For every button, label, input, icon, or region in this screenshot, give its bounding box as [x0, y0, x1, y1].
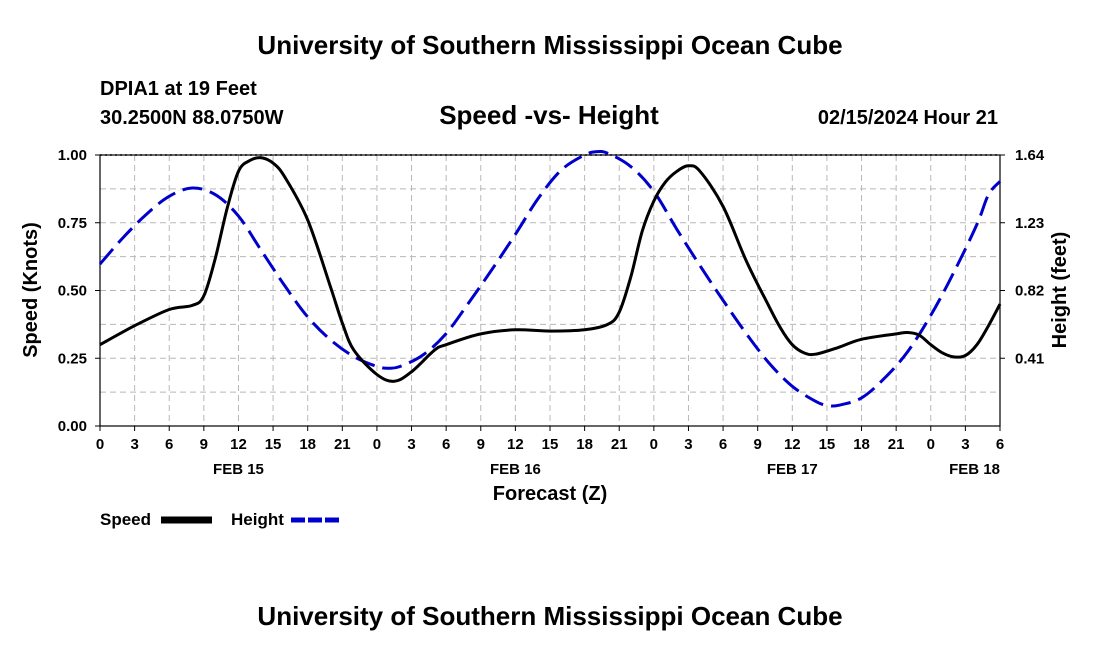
- x-tick-label: 12: [784, 436, 801, 453]
- x-axis-ticks: 0 3 6 9 12 15 18 21 0 3 6 9 12 15 18 21 0 3 6 9 12 15 18 21 0 3 6: [96, 426, 1004, 453]
- x-axis-label: Forecast (Z): [493, 483, 607, 505]
- footer-title: University of Southern Mississippi Ocean…: [257, 601, 842, 631]
- x-tick-label: 3: [407, 436, 415, 453]
- x-tick-label: 18: [576, 436, 593, 453]
- main-title: University of Southern Mississippi Ocean…: [257, 30, 842, 60]
- date-label: FEB 15: [213, 461, 264, 478]
- x-tick-label: 3: [961, 436, 969, 453]
- x-tick-label: 21: [888, 436, 905, 453]
- x-tick-label: 18: [853, 436, 870, 453]
- y2-tick-label: 0.82: [1015, 283, 1044, 300]
- y2-tick-label: 1.64: [1015, 147, 1045, 164]
- station-label: DPIA1 at 19 Feet: [100, 78, 257, 100]
- x-tick-label: 0: [96, 436, 104, 453]
- x-tick-label: 6: [719, 436, 727, 453]
- y-axis-ticks: 0.00 0.25 0.50 0.75 1.00: [58, 147, 100, 435]
- y-tick-label: 0.25: [58, 350, 87, 367]
- x-tick-label: 12: [230, 436, 247, 453]
- x-tick-label: 18: [299, 436, 316, 453]
- series-lines: [98, 149, 1002, 408]
- x-tick-label: 3: [684, 436, 692, 453]
- y2-axis-label: Height (feet): [1049, 232, 1071, 349]
- y2-tick-label: 0.41: [1015, 350, 1044, 367]
- x-tick-label: 6: [996, 436, 1004, 453]
- x-tick-label: 0: [650, 436, 658, 453]
- date-label: FEB 18: [949, 461, 1000, 478]
- x-tick-label: 0: [927, 436, 935, 453]
- x-tick-label: 9: [754, 436, 762, 453]
- x-tick-label: 15: [819, 436, 836, 453]
- speed-series-line: [99, 156, 1002, 383]
- chart-title: Speed -vs- Height: [439, 100, 659, 130]
- x-tick-label: 9: [200, 436, 208, 453]
- x-tick-label: 3: [130, 436, 138, 453]
- y2-tick-label: 1.23: [1015, 215, 1044, 232]
- y-tick-label: 0.50: [58, 283, 87, 300]
- legend: Speed Height: [100, 510, 342, 529]
- date-label: FEB 17: [767, 461, 818, 478]
- coordinates-label: 30.2500N 88.0750W: [100, 107, 284, 129]
- y-tick-label: 0.00: [58, 418, 87, 435]
- legend-speed-label: Speed: [100, 510, 151, 529]
- x-tick-label: 6: [165, 436, 173, 453]
- x-tick-label: 21: [611, 436, 628, 453]
- x-tick-label: 21: [334, 436, 351, 453]
- y-tick-label: 1.00: [58, 147, 87, 164]
- date-label: FEB 16: [490, 461, 541, 478]
- grid-lines: [100, 154, 1000, 426]
- forecast-date: 02/15/2024 Hour 21: [818, 107, 998, 129]
- x-tick-label: 15: [542, 436, 559, 453]
- date-labels: FEB 15 FEB 16 FEB 17 FEB 18: [213, 461, 1000, 478]
- x-tick-label: 0: [373, 436, 381, 453]
- x-tick-label: 12: [507, 436, 524, 453]
- x-tick-label: 15: [265, 436, 282, 453]
- y2-axis-ticks: 0.41 0.82 1.23 1.64: [1000, 147, 1045, 367]
- x-tick-label: 9: [477, 436, 485, 453]
- y-tick-label: 0.75: [58, 215, 87, 232]
- y-axis-label: Speed (Knots): [20, 222, 42, 358]
- legend-height-label: Height: [231, 510, 284, 529]
- x-tick-label: 6: [442, 436, 450, 453]
- height-series-line: [98, 149, 1002, 408]
